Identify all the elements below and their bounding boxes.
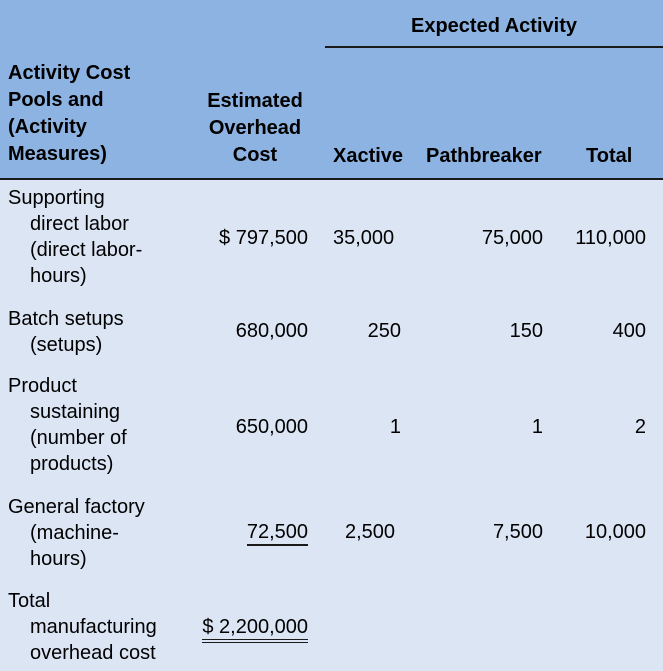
label-line: Supporting <box>8 187 105 209</box>
total-batch-setups: 400 <box>612 320 646 342</box>
cost-batch-setups: 680,000 <box>235 320 308 342</box>
label-line: overhead cost <box>30 642 156 664</box>
total-column-heading: Total <box>586 145 633 167</box>
heading-line: Measures) <box>8 143 107 165</box>
label-line: Product <box>8 375 77 397</box>
expected-activity-underline <box>325 46 663 48</box>
cost-general-factory: 72,500 <box>246 519 308 546</box>
label-line: Batch setups <box>8 308 124 330</box>
cost-general-factory-value: 72,500 <box>246 521 308 546</box>
estimated-overhead-cost-heading: Estimated Overhead Cost <box>190 88 320 169</box>
heading-line: Activity Cost <box>8 62 131 84</box>
label-line: (direct labor- <box>30 239 143 261</box>
activity-cost-pools-heading: Activity Cost Pools and (Activity Measur… <box>8 60 188 168</box>
cost-total-overhead-value: $ 2,200,000 <box>202 616 308 643</box>
pathbreaker-column-heading: Pathbreaker <box>426 145 542 167</box>
label-line: direct labor <box>30 213 129 235</box>
label-line: products) <box>30 453 114 475</box>
label-line: (number of <box>30 427 127 449</box>
total-product-sustaining: 2 <box>634 416 646 438</box>
row-label-supporting: Supporting direct labor (direct labor- h… <box>8 185 183 289</box>
expected-activity-heading: Expected Activity <box>411 15 577 37</box>
table-header <box>0 0 663 178</box>
xactive-product-sustaining: 1 <box>389 416 401 438</box>
xactive-general-factory: 2,500 <box>345 521 396 543</box>
cost-product-sustaining: 650,000 <box>235 416 308 438</box>
label-line: General factory <box>8 496 145 518</box>
pathbreaker-general-factory: 7,500 <box>492 521 543 543</box>
xactive-supporting: 35,000 <box>333 227 395 249</box>
heading-line: Cost <box>232 144 278 166</box>
row-label-batch-setups: Batch setups (setups) <box>8 306 183 358</box>
row-label-general-factory: General factory (machine- hours) <box>8 494 183 572</box>
label-line: hours) <box>30 548 87 570</box>
heading-line: (Activity <box>8 116 87 138</box>
pathbreaker-batch-setups: 150 <box>509 320 543 342</box>
label-line: manufacturing <box>30 616 157 638</box>
row-label-total-overhead: Total manufacturing overhead cost <box>8 588 183 666</box>
cost-total-overhead: $ 2,200,000 <box>202 614 308 643</box>
header-divider <box>0 178 663 180</box>
pathbreaker-supporting: 75,000 <box>481 227 543 249</box>
heading-line: Overhead <box>208 117 302 139</box>
label-line: Total <box>8 590 51 612</box>
xactive-batch-setups: 250 <box>367 320 401 342</box>
row-label-product-sustaining: Product sustaining (number of products) <box>8 373 183 477</box>
label-line: hours) <box>30 265 87 287</box>
heading-line: Estimated <box>207 90 303 112</box>
heading-line: Pools and <box>8 89 104 111</box>
pathbreaker-product-sustaining: 1 <box>531 416 543 438</box>
label-line: (machine- <box>30 522 119 544</box>
label-line: sustaining <box>30 401 121 423</box>
total-general-factory: 10,000 <box>584 521 646 543</box>
cost-supporting: $ 797,500 <box>219 227 308 249</box>
total-supporting: 110,000 <box>575 227 646 249</box>
label-line: (setups) <box>30 334 103 356</box>
xactive-column-heading: Xactive <box>333 145 404 167</box>
